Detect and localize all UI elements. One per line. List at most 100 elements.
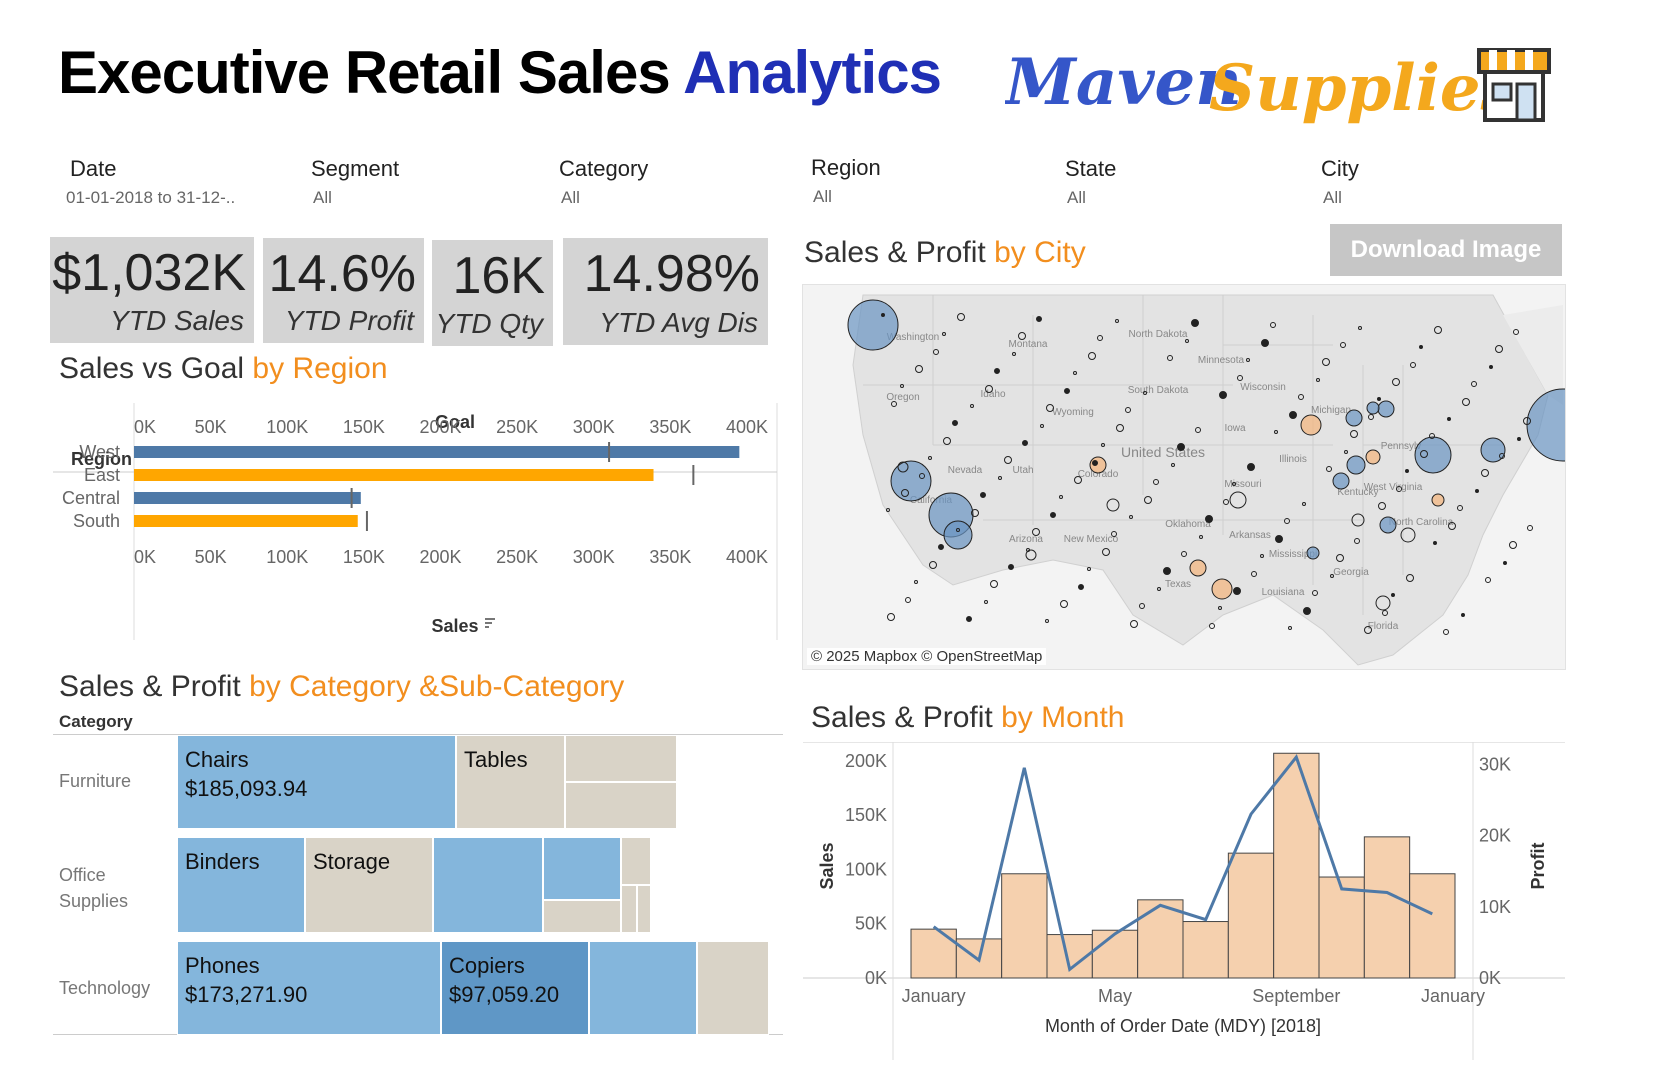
map-city-dot[interactable] [1420, 450, 1428, 458]
month-sales-bar[interactable] [1091, 929, 1139, 979]
treemap-cell-office-small[interactable] [621, 837, 651, 885]
map-city-dot[interactable] [1471, 381, 1477, 387]
map-city-dot[interactable] [1462, 398, 1470, 406]
map-city-dot[interactable] [900, 384, 904, 388]
map-city-dot[interactable] [1036, 316, 1042, 322]
map-city-bubble[interactable] [1300, 414, 1322, 436]
map-city-dot[interactable] [1517, 437, 1521, 441]
map-city-dot[interactable] [1251, 571, 1257, 577]
sort-icon[interactable] [485, 618, 495, 628]
filter-value[interactable]: 01-01-2018 to 31-12-.. [66, 188, 236, 207]
map-city-dot[interactable] [887, 613, 895, 621]
map-city-dot[interactable] [1115, 319, 1119, 323]
map-city-dot[interactable] [943, 437, 951, 445]
map-city-dot[interactable] [1205, 515, 1213, 523]
map-city-dot[interactable] [1433, 541, 1437, 545]
map-city-dot[interactable] [1368, 414, 1374, 420]
map-city-dot[interactable] [1350, 430, 1358, 438]
map-city-dot[interactable] [1026, 548, 1030, 552]
map-city-bubble[interactable] [1189, 559, 1207, 577]
map-city-dot[interactable] [1396, 486, 1402, 492]
region-sales-bar[interactable] [134, 446, 740, 458]
month-sales-bar[interactable] [1318, 876, 1365, 979]
map-city-dot[interactable] [952, 420, 958, 426]
map-city-dot[interactable] [1523, 417, 1531, 425]
map-city-bubble[interactable] [1431, 493, 1445, 507]
map-city-dot[interactable] [1326, 466, 1332, 472]
map-city-dot[interactable] [1475, 489, 1479, 493]
filter-value[interactable]: All [1323, 188, 1342, 207]
filter-value[interactable]: All [813, 187, 832, 206]
month-sales-bar[interactable] [1409, 873, 1456, 979]
map-city-bubble[interactable] [1106, 498, 1120, 512]
map-city-dot[interactable] [1195, 427, 1201, 433]
map-city-dot[interactable] [1233, 587, 1241, 595]
map-city-dot[interactable] [1181, 551, 1187, 557]
map-city-dot[interactable] [1199, 535, 1203, 539]
map-city-dot[interactable] [901, 489, 909, 497]
map-city-dot[interactable] [1336, 554, 1344, 562]
map-city-dot[interactable] [984, 600, 988, 604]
map-city-dot[interactable] [1364, 626, 1372, 634]
map-city-dot[interactable] [1209, 623, 1215, 629]
map-city-bubble[interactable] [1377, 400, 1395, 418]
map-city-dot[interactable] [1111, 531, 1117, 537]
month-sales-bar[interactable] [1273, 752, 1320, 979]
map-city-dot[interactable] [957, 313, 965, 321]
map-city-dot[interactable] [1074, 476, 1082, 484]
map-city-bubble[interactable] [1379, 516, 1397, 534]
treemap-cell-office-small[interactable] [637, 885, 651, 933]
month-sales-bar[interactable] [1137, 899, 1184, 979]
map-city-dot[interactable] [1018, 332, 1026, 340]
map-city-dot[interactable] [1344, 450, 1348, 454]
map-city-dot[interactable] [1406, 574, 1414, 582]
map-city-bubble[interactable] [1229, 491, 1247, 509]
map-city-dot[interactable] [1410, 362, 1416, 368]
treemap-cell-office-small[interactable] [543, 900, 621, 933]
map-city-dot[interactable] [1116, 424, 1124, 432]
map-city-bubble[interactable] [1089, 456, 1107, 474]
map-city-dot[interactable] [1153, 479, 1159, 485]
treemap-cell-storage[interactable]: Storage [305, 837, 433, 933]
map-city-bubble[interactable] [1351, 513, 1365, 527]
map-city-dot[interactable] [1060, 600, 1068, 608]
map-city-bubble[interactable] [943, 520, 973, 550]
map-city-dot[interactable] [914, 580, 918, 584]
map-city-bubbles[interactable] [847, 299, 1565, 635]
map-city-dot[interactable] [1092, 460, 1098, 466]
map-city-dot[interactable] [956, 528, 960, 532]
map-city-dot[interactable] [1489, 365, 1493, 369]
map-city-dot[interactable] [933, 349, 939, 355]
map-city-dot[interactable] [1391, 593, 1395, 597]
map-city-dot[interactable] [891, 401, 897, 407]
map-city-dot[interactable] [1073, 371, 1077, 375]
map-city-dot[interactable] [1088, 352, 1096, 360]
map-city-dot[interactable] [1163, 567, 1171, 575]
map-city-dot[interactable] [1139, 603, 1145, 609]
map-city-dot[interactable] [1481, 469, 1489, 477]
treemap-cell-tables[interactable]: Tables [456, 735, 565, 829]
map-city-dot[interactable] [1448, 522, 1456, 530]
map-city-dot[interactable] [1312, 590, 1318, 596]
map-city-dot[interactable] [1419, 345, 1423, 349]
map-city-dot[interactable] [1102, 548, 1110, 556]
map-city-dot[interactable] [1354, 538, 1360, 544]
map-city-dot[interactable] [1167, 355, 1173, 361]
sales-profit-map[interactable]: Washington Montana North Dakota Minnesota Or… [802, 284, 1566, 670]
map-city-dot[interactable] [971, 509, 979, 517]
map-city-dot[interactable] [1382, 610, 1388, 616]
map-city-dot[interactable] [915, 365, 923, 373]
map-city-dot[interactable] [1129, 515, 1133, 519]
map-city-dot[interactable] [1125, 407, 1131, 413]
map-city-dot[interactable] [985, 385, 993, 393]
map-city-dot[interactable] [886, 508, 890, 512]
filter-value[interactable]: All [561, 188, 580, 207]
map-city-dot[interactable] [1527, 525, 1533, 531]
map-city-bubble[interactable] [1375, 595, 1391, 611]
map-city-bubble[interactable] [1400, 527, 1416, 543]
map-city-bubble[interactable] [897, 461, 909, 473]
map-city-dot[interactable] [938, 544, 944, 550]
map-city-dot[interactable] [1275, 535, 1283, 543]
map-city-dot[interactable] [942, 332, 946, 336]
map-city-dot[interactable] [929, 561, 937, 569]
